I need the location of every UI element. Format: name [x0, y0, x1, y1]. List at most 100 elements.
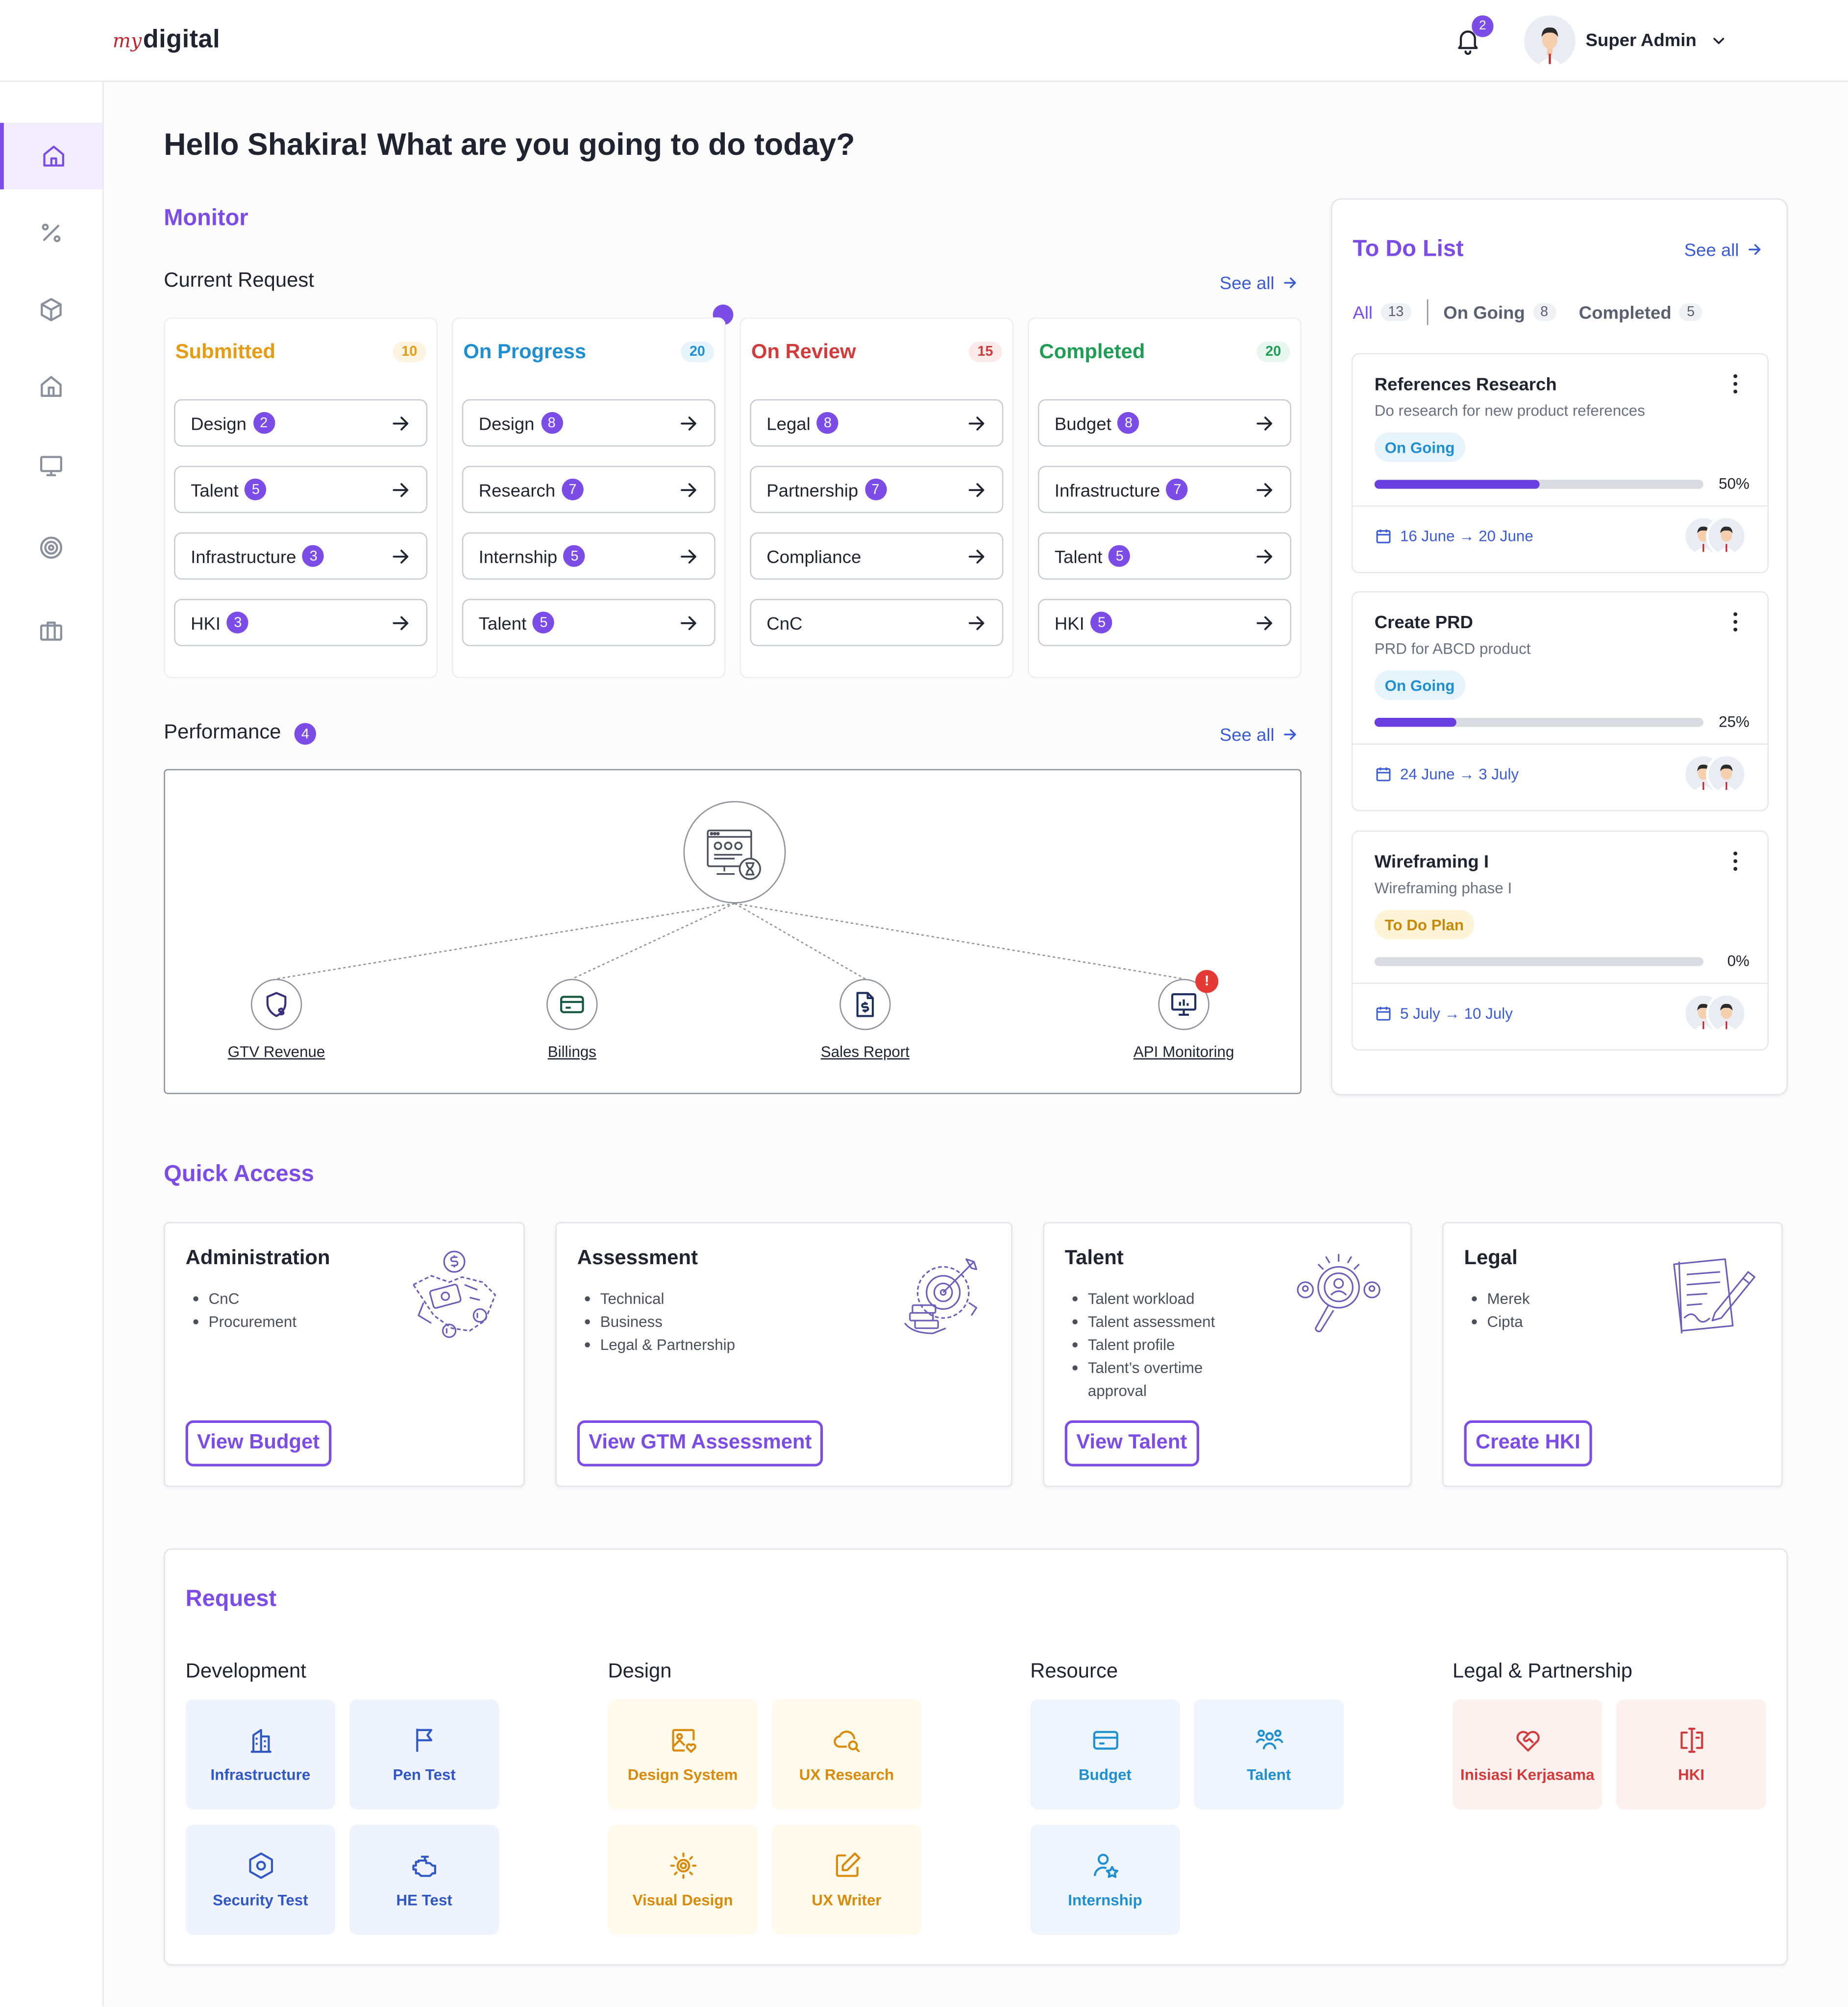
request-item[interactable]: HKI 3	[174, 599, 428, 646]
view-gtm-assessment-button[interactable]: View GTM Assessment	[577, 1420, 823, 1467]
task-title: References Research	[1374, 373, 1557, 394]
logo-digital: digital	[143, 25, 221, 54]
bell-icon[interactable]	[1454, 25, 1482, 56]
request-item[interactable]: Talent 5	[174, 465, 428, 514]
more-vertical-icon[interactable]	[1726, 372, 1745, 395]
api-monitoring-link[interactable]: API Monitoring	[1133, 1043, 1234, 1061]
request-item[interactable]: Budget 8	[1037, 399, 1291, 447]
sidebar-item-target[interactable]	[0, 514, 102, 581]
create-hki-button[interactable]: Create HKI	[1464, 1420, 1592, 1467]
qa-card-talent: Talent Talent workload Talent assessment…	[1043, 1222, 1412, 1487]
tile-design-system[interactable]: Design System	[608, 1699, 758, 1810]
avatar[interactable]	[1706, 515, 1747, 557]
current-request-see-all[interactable]: See all	[1220, 272, 1298, 293]
performance-see-all[interactable]: See all	[1220, 724, 1298, 745]
tile-talent[interactable]: Talent	[1194, 1699, 1344, 1810]
task-card[interactable]: Wireframing I Wireframing phase I To Do Pl…	[1351, 830, 1769, 1051]
avatar[interactable]	[1524, 15, 1576, 67]
text-cursor-icon	[1680, 1728, 1703, 1753]
task-card[interactable]: Create PRD PRD for ABCD product On Going 25…	[1351, 591, 1769, 811]
tile-infrastructure[interactable]: Infrastructure	[185, 1699, 336, 1810]
request-item[interactable]: Partnership 7	[750, 465, 1004, 514]
tile-internship[interactable]: Internship	[1030, 1824, 1180, 1935]
sales-report-link[interactable]: Sales Report	[820, 1043, 910, 1061]
sidebar-item-product[interactable]	[0, 276, 102, 343]
billings-node[interactable]	[546, 979, 598, 1030]
request-item[interactable]: Infrastructure 3	[174, 532, 428, 580]
request-item[interactable]: Internship 5	[462, 532, 715, 580]
more-vertical-icon[interactable]	[1726, 611, 1745, 634]
qa-list-item: Legal & Partnership	[585, 1333, 735, 1356]
tile-ux-writer[interactable]: UX Writer	[771, 1824, 922, 1935]
tile-budget[interactable]: Budget	[1030, 1699, 1180, 1810]
task-card[interactable]: References Research Do research for new p…	[1351, 353, 1769, 573]
gtv-revenue-node[interactable]	[250, 979, 302, 1030]
more-vertical-icon[interactable]	[1726, 850, 1745, 873]
sidebar-item-home[interactable]	[0, 122, 102, 190]
filter-on-going[interactable]: On Going 8	[1443, 302, 1556, 322]
view-talent-button[interactable]: View Talent	[1064, 1420, 1199, 1467]
chevron-down-icon[interactable]	[1710, 32, 1728, 50]
request-item[interactable]: Compliance	[750, 532, 1004, 580]
request-item[interactable]: Research 7	[462, 465, 715, 514]
request-item-label: Talent	[478, 612, 527, 633]
user-name[interactable]: Super Admin	[1585, 29, 1697, 50]
logo[interactable]: my digital	[113, 25, 220, 55]
money-illustration-icon	[412, 1250, 496, 1338]
sidebar-item-briefcase[interactable]	[0, 598, 102, 664]
request-item-count: 5	[533, 612, 555, 634]
sidebar-item-monitor[interactable]	[0, 433, 102, 499]
card-icon	[560, 996, 584, 1013]
task-divider	[1353, 505, 1768, 507]
request-item-count: 8	[1117, 412, 1140, 434]
request-item[interactable]: HKI 5	[1037, 599, 1291, 646]
arrow-right-icon	[681, 616, 696, 630]
request-item[interactable]: Infrastructure 7	[1037, 465, 1291, 514]
request-item[interactable]: Talent 5	[1037, 532, 1291, 580]
request-item[interactable]: Talent 5	[462, 599, 715, 646]
sidebar-item-building[interactable]	[0, 353, 102, 420]
task-date-range: 5 July → 10 July	[1375, 1004, 1513, 1023]
task-progress-bar	[1374, 718, 1703, 727]
see-all-label: See all	[1219, 724, 1275, 745]
request-item[interactable]: Design 2	[174, 399, 428, 447]
avatar[interactable]	[1706, 993, 1747, 1034]
document-dollar-icon	[856, 992, 874, 1017]
tile-pen-test[interactable]: Pen Test	[349, 1699, 499, 1810]
task-description: Wireframing phase I	[1374, 879, 1512, 897]
billings-link[interactable]: Billings	[547, 1043, 596, 1061]
filter-label: On Going	[1443, 302, 1525, 323]
tile-ux-research[interactable]: UX Research	[771, 1699, 922, 1810]
filter-all[interactable]: All 13	[1353, 302, 1411, 322]
monitor-chart-icon	[1171, 993, 1197, 1016]
request-item[interactable]: Legal 8	[750, 399, 1004, 447]
request-item-count: 7	[864, 478, 887, 501]
arrow-right-icon	[393, 616, 409, 630]
handshake-heart-icon	[1516, 1731, 1539, 1752]
tile-hki[interactable]: HKI	[1616, 1699, 1766, 1810]
tile-label: Design System	[627, 1765, 738, 1784]
request-item[interactable]: CnC	[750, 599, 1004, 646]
tile-inisiasi-kerjasama[interactable]: Inisiasi Kerjasama	[1453, 1699, 1602, 1810]
sales-report-node[interactable]	[839, 979, 891, 1030]
tile-label: Internship	[1068, 1891, 1142, 1909]
sidebar-item-discount[interactable]	[0, 199, 102, 266]
view-budget-button[interactable]: View Budget	[185, 1420, 331, 1467]
request-item[interactable]: Design 8	[462, 399, 715, 447]
tile-security-test[interactable]: Security Test	[185, 1824, 336, 1935]
todo-see-all[interactable]: See all	[1684, 239, 1762, 260]
task-date-label: 24 June → 3 July	[1400, 765, 1519, 783]
tile-visual-design[interactable]: Visual Design	[608, 1824, 758, 1935]
tile-he-test[interactable]: HE Test	[349, 1824, 499, 1935]
qa-list-item: Procurement	[193, 1310, 296, 1333]
qa-card-list: CnC Procurement	[193, 1287, 296, 1333]
qa-card-title: Legal	[1464, 1248, 1518, 1270]
filter-completed[interactable]: Completed 5	[1579, 302, 1702, 322]
performance-hub[interactable]	[683, 801, 786, 904]
flag-icon	[415, 1729, 432, 1752]
avatar[interactable]	[1706, 754, 1747, 795]
task-progress-bar	[1374, 480, 1703, 489]
filter-count: 13	[1380, 303, 1411, 321]
gtv-revenue-link[interactable]: GTV Revenue	[227, 1043, 325, 1061]
